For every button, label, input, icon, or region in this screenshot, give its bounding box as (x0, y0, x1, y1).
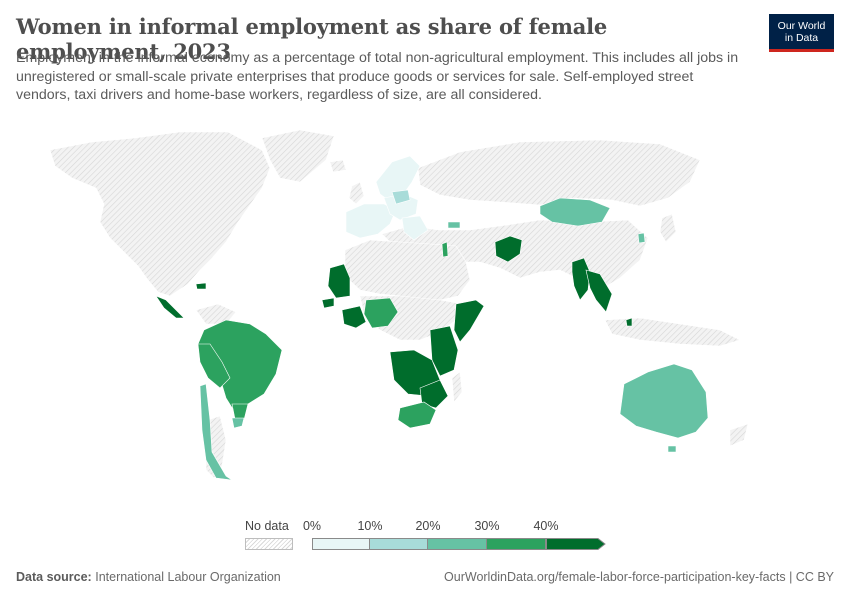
legend-bin-30-40[interactable] (487, 538, 546, 550)
legend-tick-40: 40% (533, 519, 559, 533)
color-legend: No data 0% 10% 20% 30% 40% (0, 516, 850, 556)
myanmar-thailand[interactable] (571, 257, 591, 301)
zimbabwe-mozambique[interactable] (419, 379, 449, 409)
legend-tick-0: 0% (302, 519, 322, 533)
chart-subtitle: Employment in the informal economy as a … (16, 50, 739, 103)
madagascar[interactable] (451, 371, 463, 403)
legend-no-data-swatch[interactable] (245, 538, 293, 550)
senegal-gambia[interactable] (321, 297, 335, 309)
data-source-value[interactable]: International Labour Organization (95, 570, 281, 584)
cuba-haiti[interactable] (195, 282, 207, 290)
japan[interactable] (659, 213, 677, 243)
central-america[interactable] (155, 295, 185, 319)
venezuela-colombia[interactable] (195, 303, 237, 325)
peru-bolivia[interactable] (197, 343, 231, 389)
legend-bin-10-20[interactable] (370, 538, 428, 550)
australia[interactable] (619, 363, 709, 439)
greenland[interactable] (261, 129, 335, 183)
nigeria-niger[interactable] (363, 297, 399, 329)
southeast-asia-islands[interactable] (604, 317, 741, 347)
footer-link[interactable]: OurWorldinData.org/female-labor-force-pa… (444, 570, 834, 584)
south-africa[interactable] (397, 401, 437, 429)
data-source-label: Data source: (16, 570, 92, 584)
russia-north-asia[interactable] (417, 139, 701, 207)
afghanistan[interactable] (494, 235, 523, 263)
tasmania[interactable] (667, 445, 677, 453)
mongolia[interactable] (539, 197, 611, 227)
mauritania-mali[interactable] (327, 263, 351, 299)
logo-line-2: in Data (784, 31, 819, 44)
iceland[interactable] (329, 159, 347, 173)
legend-bin-40-plus[interactable] (546, 538, 606, 550)
world-map[interactable] (0, 110, 850, 510)
western-europe[interactable] (345, 203, 397, 239)
argentina-north[interactable] (231, 417, 245, 429)
north-america[interactable] (49, 131, 271, 297)
chart-title: Women in informal employment as share of… (16, 14, 608, 64)
uk-ireland[interactable] (348, 181, 365, 205)
laos-vietnam-cambodia[interactable] (585, 269, 613, 313)
legend-tick-10: 10% (357, 519, 383, 533)
georgia-armenia[interactable] (447, 221, 461, 229)
owid-logo[interactable]: Our World in Data (769, 14, 834, 52)
legend-tick-30: 30% (474, 519, 500, 533)
ethiopia-somalia[interactable] (453, 299, 485, 343)
new-zealand[interactable] (729, 423, 749, 447)
north-africa[interactable] (344, 239, 471, 301)
logo-line-1: Our World (777, 19, 826, 32)
poland[interactable] (391, 189, 411, 205)
balkans[interactable] (401, 215, 429, 241)
jordan-palestine[interactable] (441, 241, 449, 258)
cote-d-ivoire-ghana[interactable] (341, 305, 367, 329)
legend-bin-20-30[interactable] (428, 538, 487, 550)
scandinavia[interactable] (375, 155, 421, 201)
philippines-dot[interactable] (625, 317, 633, 327)
data-source: Data source: International Labour Organi… (16, 570, 281, 584)
chile[interactable] (199, 383, 233, 481)
legend-bin-0-10[interactable] (312, 538, 370, 550)
south-korea[interactable] (637, 232, 646, 244)
legend-no-data-label: No data (245, 519, 289, 533)
legend-tick-20: 20% (415, 519, 441, 533)
